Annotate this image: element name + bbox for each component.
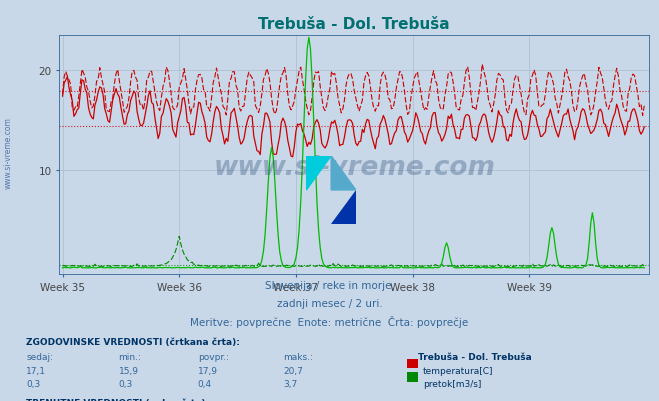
Text: 0,4: 0,4 xyxy=(198,379,212,388)
Text: 0,3: 0,3 xyxy=(26,379,41,388)
Text: Trebuša - Dol. Trebuša: Trebuša - Dol. Trebuša xyxy=(418,352,532,361)
Text: 17,9: 17,9 xyxy=(198,366,217,375)
Text: Meritve: povprečne  Enote: metrične  Črta: povprečje: Meritve: povprečne Enote: metrične Črta:… xyxy=(190,315,469,327)
Text: 20,7: 20,7 xyxy=(283,366,303,375)
Text: www.si-vreme.com: www.si-vreme.com xyxy=(4,117,13,188)
Text: 0,3: 0,3 xyxy=(119,379,133,388)
Text: 15,9: 15,9 xyxy=(119,366,138,375)
Text: povpr.:: povpr.: xyxy=(198,352,229,361)
Text: min.:: min.: xyxy=(119,352,142,361)
Title: Trebuša - Dol. Trebuša: Trebuša - Dol. Trebuša xyxy=(258,17,450,32)
Text: zadnji mesec / 2 uri.: zadnji mesec / 2 uri. xyxy=(277,298,382,308)
Text: 17,1: 17,1 xyxy=(26,366,46,375)
Text: ZGODOVINSKE VREDNOSTI (črtkana črta):: ZGODOVINSKE VREDNOSTI (črtkana črta): xyxy=(26,338,241,346)
Text: maks.:: maks.: xyxy=(283,352,313,361)
Text: sedaj:: sedaj: xyxy=(26,352,53,361)
Polygon shape xyxy=(306,156,331,190)
Text: TRENUTNE VREDNOSTI (polna črta):: TRENUTNE VREDNOSTI (polna črta): xyxy=(26,398,210,401)
Text: www.si-vreme.com: www.si-vreme.com xyxy=(214,154,495,180)
Text: temperatura[C]: temperatura[C] xyxy=(423,366,494,375)
Text: 3,7: 3,7 xyxy=(283,379,298,388)
Text: Slovenija / reke in morje.: Slovenija / reke in morje. xyxy=(264,281,395,291)
Text: pretok[m3/s]: pretok[m3/s] xyxy=(423,379,482,388)
Polygon shape xyxy=(331,156,356,190)
Polygon shape xyxy=(331,190,356,225)
